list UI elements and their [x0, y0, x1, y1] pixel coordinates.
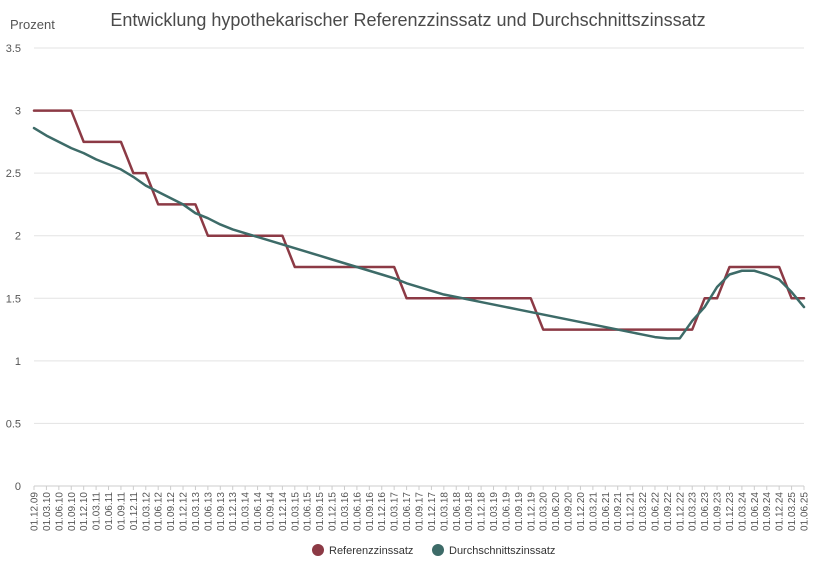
- x-tick-label: 01.09.17: [415, 492, 426, 531]
- x-tick-label: 01.12.14: [278, 492, 289, 531]
- x-tick-label: 01.06.19: [501, 492, 512, 531]
- x-tick-label: 01.09.21: [613, 492, 624, 531]
- x-tick-label: 01.03.21: [588, 492, 599, 531]
- x-tick-label: 01.03.22: [638, 492, 649, 531]
- series-line: [32, 126, 806, 340]
- x-tick-label: 01.06.12: [154, 492, 165, 531]
- y-tick-label: 0.5: [6, 418, 21, 430]
- x-tick-label: 01.06.23: [700, 492, 711, 531]
- x-tick-label: 01.06.22: [650, 492, 661, 531]
- x-tick-label: 01.12.22: [675, 492, 686, 531]
- x-tick-label: 01.03.16: [340, 492, 351, 531]
- x-tick-label: 01.12.12: [179, 492, 190, 531]
- x-tick-label: 01.03.15: [290, 492, 301, 531]
- x-tick-label: 01.03.11: [92, 492, 103, 531]
- x-tick-label: 01.03.13: [191, 492, 202, 531]
- x-tick-label: 01.06.25: [800, 492, 811, 531]
- y-tick-label: 1: [15, 356, 21, 368]
- x-tick-label: 01.09.23: [713, 492, 724, 531]
- x-tick-label: 01.09.16: [365, 492, 376, 531]
- x-tick-label: 01.12.24: [775, 492, 786, 531]
- x-tick-label: 01.12.15: [328, 492, 339, 531]
- y-tick-label: 3.5: [6, 43, 21, 55]
- x-tick-label: 01.12.23: [725, 492, 736, 531]
- x-tick-label: 01.12.21: [626, 492, 637, 531]
- x-tick-label: 01.06.20: [551, 492, 562, 531]
- x-tick-label: 01.03.25: [787, 492, 798, 531]
- x-tick-label: 01.12.13: [228, 492, 239, 531]
- gridlines: [34, 47, 804, 487]
- x-tick-label: 01.09.13: [216, 492, 227, 531]
- y-tick-label: 2.5: [6, 168, 21, 180]
- legend-marker: [312, 544, 324, 556]
- x-tick-label: 01.06.16: [352, 492, 363, 531]
- x-tick-label: 01.09.10: [67, 492, 78, 531]
- x-tick-label: 01.06.15: [303, 492, 314, 531]
- y-tick-label: 1.5: [6, 293, 21, 305]
- series-lines: [32, 109, 806, 340]
- y-axis-unit-label: Prozent: [10, 17, 55, 32]
- x-tick-label: 01.03.17: [390, 492, 401, 531]
- x-axis-ticks: 01.12.09 01.03.10 01.06.10 01.09.10 01.12.10…: [30, 486, 811, 531]
- x-tick-label: 01.09.15: [315, 492, 326, 531]
- x-tick-label: 01.09.11: [116, 492, 127, 531]
- x-tick-label: 01.06.11: [104, 492, 115, 531]
- series-line: [32, 109, 806, 331]
- x-tick-label: 01.06.18: [452, 492, 463, 531]
- x-tick-label: 01.12.11: [129, 492, 140, 531]
- legend-item[interactable]: Durchschnittszinssatz: [432, 544, 555, 557]
- x-tick-label: 01.12.10: [79, 492, 90, 531]
- x-tick-label: 01.12.09: [30, 492, 41, 531]
- chart-legend: Referenzzinssatz Durchschnittszinssatz: [312, 544, 555, 557]
- chart-title: Entwicklung hypothekarischer Referenzzin…: [110, 10, 705, 30]
- x-tick-label: 01.03.24: [737, 492, 748, 531]
- legend-marker: [432, 544, 444, 556]
- x-tick-label: 01.03.10: [42, 492, 53, 531]
- x-tick-label: 01.03.19: [489, 492, 500, 531]
- legend-label: Durchschnittszinssatz: [449, 545, 555, 557]
- x-tick-label: 01.12.20: [576, 492, 587, 531]
- x-tick-label: 01.03.12: [141, 492, 152, 531]
- x-tick-label: 01.12.19: [526, 492, 537, 531]
- x-tick-label: 01.06.21: [601, 492, 612, 531]
- x-tick-label: 01.12.16: [377, 492, 388, 531]
- x-tick-label: 01.09.18: [464, 492, 475, 531]
- x-tick-label: 01.12.18: [477, 492, 488, 531]
- x-tick-label: 01.06.13: [203, 492, 214, 531]
- x-tick-label: 01.03.14: [241, 492, 252, 531]
- x-tick-label: 01.09.19: [514, 492, 525, 531]
- x-tick-label: 01.06.24: [750, 492, 761, 531]
- x-tick-label: 01.09.24: [762, 492, 773, 531]
- x-tick-label: 01.06.17: [402, 492, 413, 531]
- legend-item[interactable]: Referenzzinssatz: [312, 544, 413, 557]
- x-tick-label: 01.06.14: [253, 492, 264, 531]
- x-tick-label: 01.09.12: [166, 492, 177, 531]
- x-tick-label: 01.12.17: [427, 492, 438, 531]
- x-tick-label: 01.06.10: [54, 492, 65, 531]
- x-tick-label: 01.09.22: [663, 492, 674, 531]
- y-axis-ticks: 0 0.5 1 1.5 2 2.5 3 3.5: [6, 43, 21, 493]
- x-tick-label: 01.09.14: [265, 492, 276, 531]
- y-tick-label: 0: [15, 481, 21, 493]
- x-tick-label: 01.03.18: [439, 492, 450, 531]
- x-tick-label: 01.03.23: [688, 492, 699, 531]
- x-tick-label: 01.09.20: [564, 492, 575, 531]
- y-tick-label: 3: [15, 106, 21, 118]
- legend-label: Referenzzinssatz: [329, 545, 413, 557]
- x-tick-label: 01.03.20: [539, 492, 550, 531]
- y-tick-label: 2: [15, 231, 21, 243]
